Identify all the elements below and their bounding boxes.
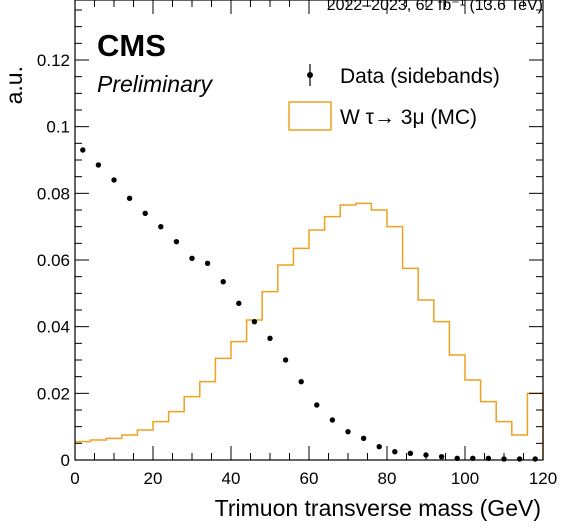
data-point [220, 278, 226, 285]
x-tick-label: 80 [378, 469, 397, 488]
data-point [376, 443, 382, 450]
mc-histogram-layer [75, 202, 544, 460]
data-point [158, 223, 164, 230]
data-point [126, 195, 133, 202]
data-point [392, 448, 398, 455]
x-tick-label: 20 [144, 469, 163, 488]
data-point [111, 177, 117, 183]
data-point [95, 162, 102, 168]
data-point [345, 428, 351, 435]
y-tick-label: 0.08 [37, 184, 70, 203]
y-tick-label: 0.04 [37, 318, 70, 337]
legend: Data (sidebands) W τ→ 3μ (MC) [288, 64, 500, 131]
legend-data-marker [307, 72, 313, 78]
data-point [532, 456, 538, 462]
cms-label: CMS [97, 28, 166, 63]
data-point [360, 435, 367, 442]
legend-mc-label: W τ→ 3μ (MC) [340, 106, 477, 129]
legend-data-label: Data (sidebands) [340, 65, 500, 88]
y-axis-title: a.u. [1, 66, 27, 104]
axis-ticks-layer [74, 0, 544, 461]
lumi-label: 2022–2023, 62 fb⁻¹ (13.6 TeV) [327, 0, 543, 14]
data-point [251, 318, 258, 325]
data-point [282, 357, 289, 363]
tick-labels-layer: 0 20 40 60 80 100 120 0 0.02 0.04 0.06 0.08 0.1 0.12 [37, 51, 557, 488]
y-tick-label: 0.1 [46, 118, 70, 137]
y-tick-label: 0.06 [37, 251, 70, 270]
y-tick-label: 0.02 [37, 384, 70, 403]
mc-histogram [75, 202, 544, 460]
data-point [189, 255, 195, 262]
data-point [329, 417, 336, 423]
data-point [267, 335, 273, 342]
x-tick-label: 100 [451, 469, 479, 488]
x-tick-label: 120 [529, 469, 557, 488]
data-point [298, 378, 304, 385]
x-tick-label: 40 [222, 469, 241, 488]
data-point [204, 260, 211, 267]
preliminary-label: Preliminary [97, 71, 214, 97]
y-tick-label: 0 [61, 451, 70, 470]
data-point [142, 210, 148, 217]
data-point [236, 300, 242, 307]
data-point [407, 450, 414, 457]
data-point [80, 147, 86, 153]
data-point [173, 238, 180, 245]
data-point [438, 453, 445, 460]
y-tick-label: 0.12 [37, 51, 70, 70]
legend-mc-swatch [288, 101, 332, 131]
data-point [314, 402, 320, 408]
x-tick-label: 0 [70, 469, 79, 488]
x-tick-label: 60 [300, 469, 319, 488]
data-point [516, 456, 523, 462]
x-axis-title: Trimuon transverse mass (GeV) [215, 495, 541, 521]
